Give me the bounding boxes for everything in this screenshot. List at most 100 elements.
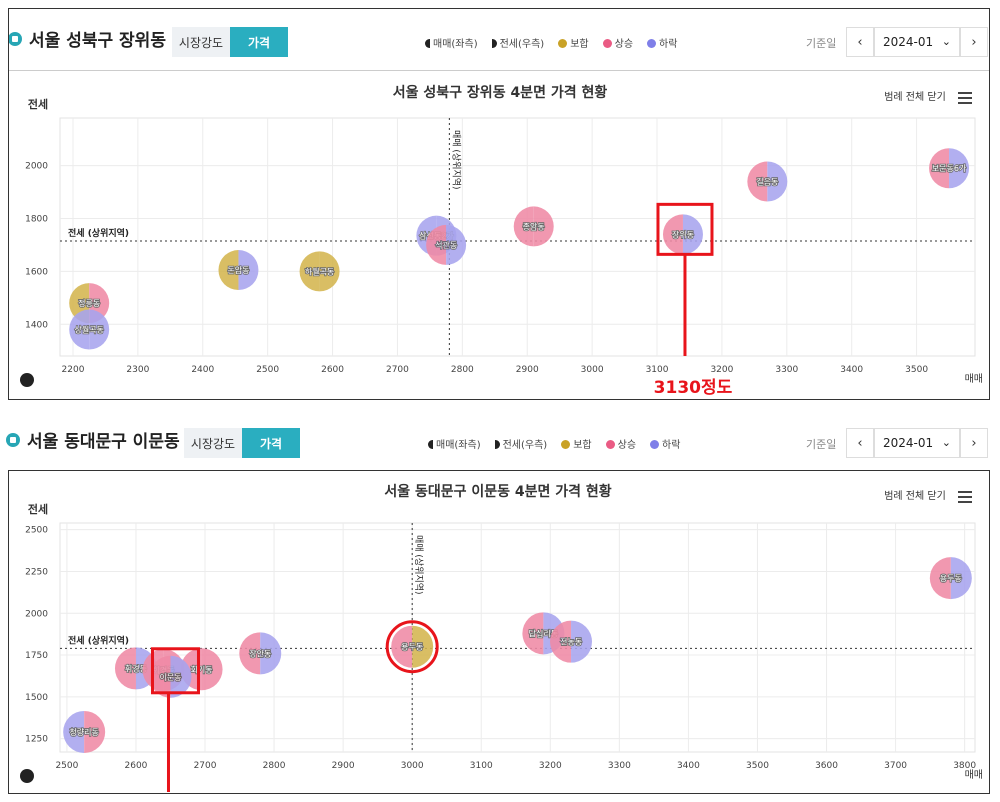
data-point: 보문동6가 (929, 148, 970, 189)
data-point: 하월곡동 (299, 251, 340, 292)
data-point: 석관동 (426, 224, 467, 265)
data-point-label: 보문동6가 (932, 164, 967, 173)
data-point-label: 장안동 (249, 648, 271, 658)
home-icon (6, 432, 20, 447)
data-point-label: 하월곡동 (305, 266, 334, 276)
legend-rise[interactable]: 상승 (602, 35, 633, 50)
next-month-button[interactable]: › (960, 27, 988, 57)
x-tick-label: 3400 (677, 761, 700, 771)
legend-fall[interactable]: 하락 (647, 35, 677, 50)
base-date-select[interactable]: 2024-01 ⌄ (874, 27, 960, 57)
y-tick-label: 2000 (25, 609, 48, 619)
data-point-sale-half (218, 250, 239, 291)
menu-icon[interactable] (958, 491, 972, 503)
data-point-jeonse-half (949, 148, 970, 189)
highlight-circle (385, 620, 439, 674)
y-reference-label: 전세 (상위지역) (68, 634, 129, 646)
x-tick-label: 3100 (470, 761, 493, 771)
base-date-select[interactable]: 2024-01 ⌄ (874, 428, 960, 458)
data-point: 상월곡동 (69, 309, 110, 350)
data-point-jeonse-half (767, 161, 788, 202)
x-tick-label: 2800 (451, 365, 474, 375)
legend-toggle-button[interactable]: 범례 전체 닫기 (884, 91, 946, 103)
x-tick-label: 2400 (191, 365, 214, 375)
data-point: 장위동 (662, 214, 703, 255)
highlight-box (150, 647, 200, 695)
data-point-jeonse-half (170, 655, 192, 698)
legend-sale-axis: 매매(좌측) (428, 436, 481, 451)
data-point: 길음동 (747, 161, 788, 202)
home-icon (20, 373, 34, 387)
x-tick-label: 2900 (332, 761, 355, 771)
y-tick-label: 1800 (25, 214, 48, 224)
y-axis-label: 전세 (28, 502, 48, 516)
data-point: 돈암동 (218, 250, 259, 291)
y-reference-label: 전세 (상위지역) (68, 227, 129, 239)
data-point-jeonse-half (682, 214, 703, 255)
data-point-label: 장위동 (672, 229, 694, 239)
x-tick-label: 3600 (815, 761, 838, 771)
data-point-label: 용두동 (401, 643, 423, 652)
x-tick-label: 2500 (256, 365, 279, 375)
prev-month-button[interactable]: ‹ (846, 27, 874, 57)
data-point-jeonse-half (533, 206, 554, 247)
y-tick-label: 2500 (25, 526, 48, 536)
data-point-jeonse-half (571, 620, 593, 663)
data-point: 용두동 (391, 625, 434, 668)
home-icon (20, 769, 34, 783)
legend-toggle-button[interactable]: 범례 전체 닫기 (884, 490, 946, 502)
legend-jeonse-axis: 전세(우측) (491, 35, 544, 50)
y-axis-label: 전세 (28, 97, 48, 111)
plot-area (59, 117, 976, 357)
prev-month-button[interactable]: ‹ (846, 428, 874, 458)
x-tick-label: 3000 (581, 365, 604, 375)
chart-title: 서울 동대문구 이문동 4분면 가격 현황 (384, 483, 611, 500)
tab-market-strength[interactable]: 시장강도 (172, 27, 230, 57)
plot-area (59, 522, 976, 753)
data-point-label: 상월곡동 (74, 325, 103, 335)
data-point-sale-half (63, 710, 85, 753)
x-reference-label: 매매 (상위지역) (450, 130, 461, 190)
data-point: 이문동 (149, 655, 192, 698)
y-tick-label: 1250 (25, 735, 48, 745)
data-point-jeonse-half (260, 632, 282, 675)
legend-mixed[interactable]: 보합 (561, 436, 592, 451)
data-point-sale-half (426, 224, 447, 265)
legend-mixed[interactable]: 보합 (558, 35, 589, 50)
chart-title: 서울 성북구 장위동 4분면 가격 현황 (393, 84, 608, 101)
data-point-sale-half (929, 557, 951, 600)
y-tick-label: 1600 (25, 267, 48, 277)
tab-price[interactable]: 가격 (230, 27, 288, 57)
data-point-jeonse-half (201, 648, 223, 691)
data-point-jeonse-half (238, 250, 259, 291)
x-tick-label: 3400 (840, 365, 863, 375)
next-month-button[interactable]: › (960, 428, 988, 458)
legend-fall[interactable]: 하락 (650, 436, 680, 451)
data-point-jeonse-half (950, 557, 972, 600)
data-point-sale-half (747, 161, 768, 202)
menu-icon[interactable] (958, 92, 972, 104)
x-tick-label: 3200 (710, 365, 733, 375)
panel2-region-title: 서울 동대문구 이문동 (6, 427, 180, 452)
tab-price[interactable]: 가격 (242, 428, 300, 458)
data-point-label: 이문동 (159, 672, 181, 682)
x-tick-label: 2800 (263, 761, 286, 771)
data-point-sale-half (513, 206, 534, 247)
data-point-label: 휘경동 (125, 663, 147, 673)
panel1-frame (8, 8, 990, 400)
data-point: 답십리동 (522, 612, 565, 655)
y-tick-label: 1750 (25, 651, 48, 661)
data-point-sale-half (550, 620, 572, 663)
home-icon (8, 31, 22, 46)
legend-jeonse-axis: 전세(우측) (494, 436, 547, 451)
base-date-label: 기준일 (806, 37, 837, 50)
legend-rise[interactable]: 상승 (605, 436, 636, 451)
x-tick-label: 2500 (55, 761, 78, 771)
tab-market-strength[interactable]: 시장강도 (184, 428, 242, 458)
data-point-jeonse-half (319, 251, 340, 292)
panel1-header-divider (8, 70, 990, 71)
x-tick-label: 3500 (905, 365, 928, 375)
x-tick-label: 3800 (953, 761, 976, 771)
data-point-sale-half (239, 632, 261, 675)
data-point-sale-half (929, 148, 950, 189)
